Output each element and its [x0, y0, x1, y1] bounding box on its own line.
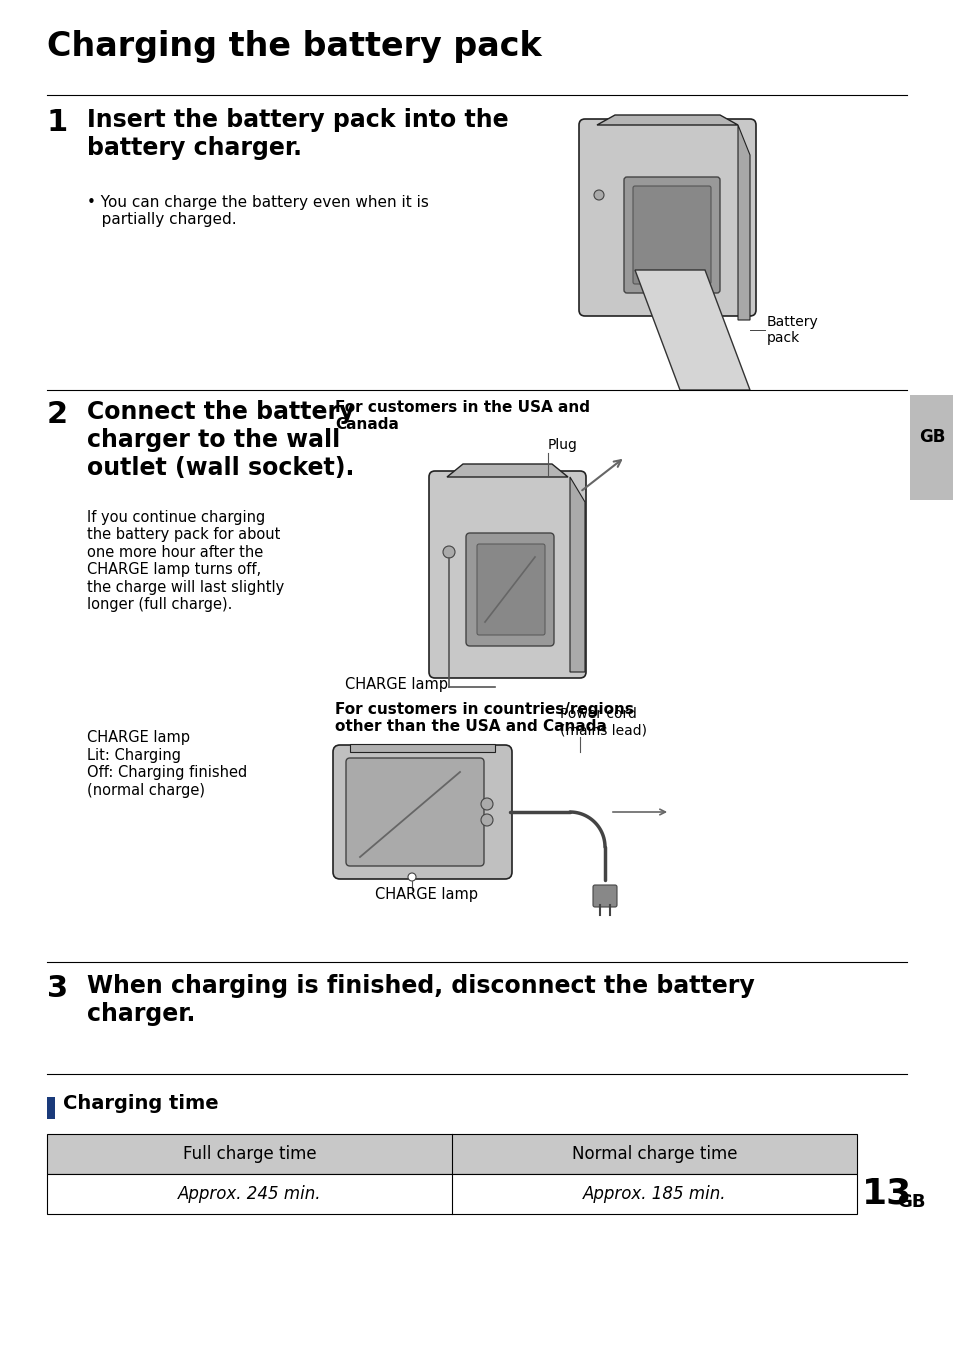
- Text: 3: 3: [47, 973, 68, 1003]
- Text: GB: GB: [918, 428, 944, 446]
- Circle shape: [480, 814, 493, 826]
- Circle shape: [442, 545, 455, 558]
- FancyBboxPatch shape: [593, 886, 617, 907]
- Text: CHARGE lamp: CHARGE lamp: [345, 676, 448, 693]
- Text: 2: 2: [47, 400, 68, 429]
- Text: Approx. 245 min.: Approx. 245 min.: [177, 1185, 321, 1203]
- Text: Plug: Plug: [547, 437, 578, 452]
- Polygon shape: [738, 126, 749, 320]
- Text: Charging time: Charging time: [63, 1094, 218, 1112]
- Text: Approx. 185 min.: Approx. 185 min.: [582, 1185, 725, 1203]
- Polygon shape: [350, 744, 495, 752]
- Text: CHARGE lamp: CHARGE lamp: [375, 887, 477, 902]
- Text: Power cord
(mains lead): Power cord (mains lead): [559, 707, 646, 737]
- Text: For customers in countries/regions
other than the USA and Canada: For customers in countries/regions other…: [335, 702, 633, 734]
- FancyBboxPatch shape: [578, 119, 755, 316]
- FancyBboxPatch shape: [633, 186, 710, 284]
- Text: Connect the battery
charger to the wall
outlet (wall socket).: Connect the battery charger to the wall …: [87, 400, 355, 479]
- Text: 13: 13: [862, 1177, 911, 1211]
- Text: Normal charge time: Normal charge time: [571, 1145, 737, 1162]
- Text: Insert the battery pack into the
battery charger.: Insert the battery pack into the battery…: [87, 108, 508, 159]
- Polygon shape: [569, 477, 584, 672]
- FancyBboxPatch shape: [623, 177, 720, 293]
- Text: 1: 1: [47, 108, 69, 136]
- FancyBboxPatch shape: [346, 757, 483, 865]
- Text: Battery
pack: Battery pack: [766, 315, 818, 346]
- Text: When charging is finished, disconnect the battery
charger.: When charging is finished, disconnect th…: [87, 973, 754, 1026]
- FancyBboxPatch shape: [476, 544, 544, 634]
- FancyBboxPatch shape: [333, 745, 512, 879]
- Polygon shape: [635, 270, 749, 390]
- Text: • You can charge the battery even when it is
   partially charged.: • You can charge the battery even when i…: [87, 194, 429, 227]
- Circle shape: [480, 798, 493, 810]
- Bar: [47, 1134, 856, 1174]
- Text: Charging the battery pack: Charging the battery pack: [47, 30, 541, 63]
- Polygon shape: [447, 464, 567, 477]
- Text: CHARGE lamp: CHARGE lamp: [87, 730, 190, 745]
- Polygon shape: [597, 115, 738, 126]
- Text: Full charge time: Full charge time: [182, 1145, 316, 1162]
- Circle shape: [408, 873, 416, 882]
- Text: Lit: Charging
Off: Charging finished
(normal charge): Lit: Charging Off: Charging finished (no…: [87, 748, 247, 798]
- Text: For customers in the USA and
Canada: For customers in the USA and Canada: [335, 400, 589, 432]
- FancyBboxPatch shape: [465, 533, 554, 647]
- Text: If you continue charging
the battery pack for about
one more hour after the
CHAR: If you continue charging the battery pac…: [87, 510, 284, 612]
- Circle shape: [594, 190, 603, 200]
- FancyBboxPatch shape: [429, 471, 585, 678]
- Bar: [47, 1098, 55, 1119]
- Bar: [47, 1174, 856, 1214]
- Bar: [909, 396, 953, 500]
- Text: GB: GB: [896, 1193, 924, 1211]
